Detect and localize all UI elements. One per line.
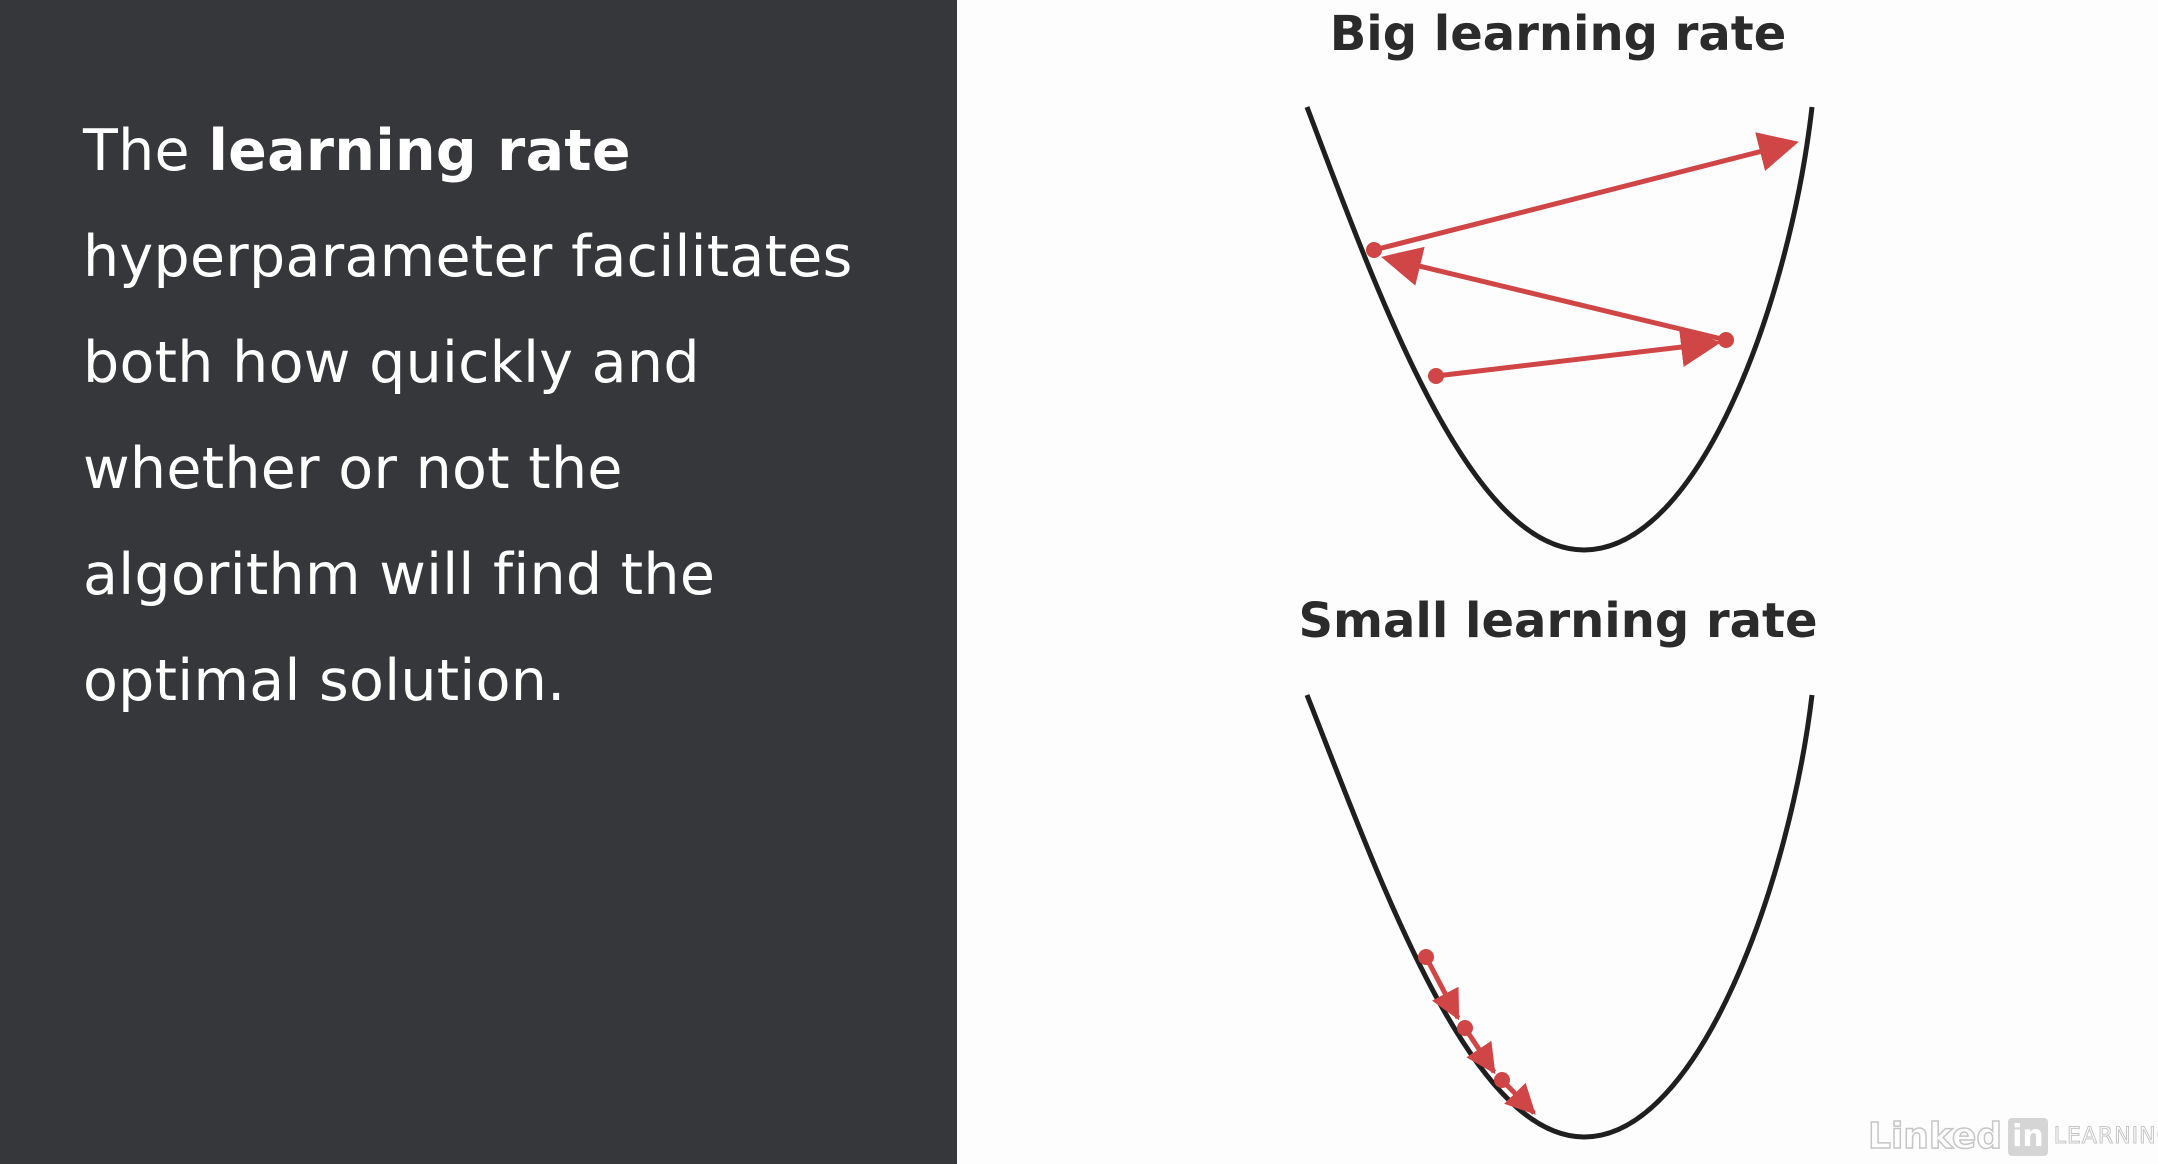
body-text: The learning rate hyperparameter facilit…: [83, 98, 903, 734]
small-learning-rate-title: Small learning rate: [1298, 593, 1818, 649]
big-rate-loss-curve: [1304, 106, 1815, 553]
small-rate-step-point: [1418, 949, 1434, 965]
body-line: both how quickly and: [83, 330, 700, 396]
body-line: The learning rate: [83, 118, 631, 184]
body-line: whether or not the: [83, 436, 623, 502]
emphasis-learning-rate: learning rate: [208, 118, 631, 184]
big-rate-step-arrow: [1435, 327, 1721, 379]
logo-learning-text: LEARNING: [2053, 1124, 2158, 1150]
big-rate-step-point: [1718, 332, 1734, 348]
linkedin-learning-logo: Linked in LEARNING: [1867, 1115, 2158, 1158]
small-rate-step-point: [1457, 1020, 1473, 1036]
small-rate-step-point: [1494, 1072, 1510, 1088]
big-learning-rate-title: Big learning rate: [1329, 6, 1787, 62]
big-rate-step-point: [1366, 242, 1382, 258]
small-rate-step-arrow: [1423, 955, 1461, 1021]
big-rate-step-point: [1428, 368, 1444, 384]
big-rate-step-arrow: [1381, 246, 1727, 343]
big-rate-step-arrow: [1373, 132, 1799, 253]
logo-linked-text: Linked: [1867, 1115, 2003, 1158]
small-rate-step-arrow: [1462, 1026, 1497, 1075]
text-panel: The learning rate hyperparameter facilit…: [0, 0, 957, 1164]
small-rate-loss-curve: [1304, 694, 1815, 1140]
body-line: optimal solution.: [83, 648, 566, 714]
body-line: algorithm will find the: [83, 542, 716, 608]
diagram-panel: [957, 0, 2158, 1164]
logo-in-badge: in: [2008, 1117, 2048, 1156]
body-line: hyperparameter facilitates: [83, 224, 853, 290]
